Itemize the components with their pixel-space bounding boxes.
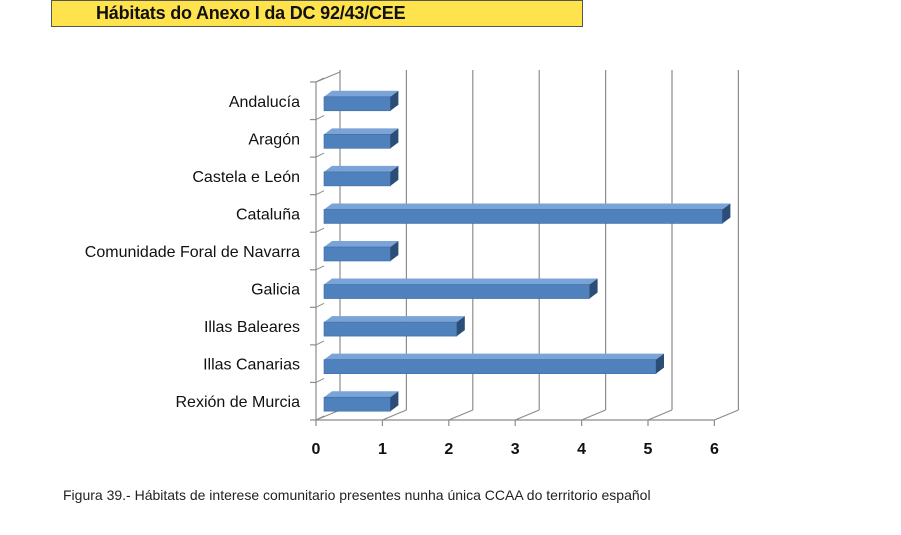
- x-tick-label: 0: [312, 441, 321, 458]
- bar-top-face: [324, 391, 399, 398]
- bar-side-face: [390, 128, 399, 149]
- y-tick-depth: [315, 190, 325, 196]
- category-label: Aragón: [248, 131, 300, 148]
- bar-side-face: [656, 353, 664, 374]
- y-tick-depth: [315, 152, 325, 158]
- category-label: Comunidade Foral de Navarra: [85, 244, 300, 261]
- y-tick-depth: [315, 265, 325, 271]
- bar: [323, 284, 590, 299]
- category-label: Illas Canarias: [203, 357, 300, 374]
- bar: [323, 171, 391, 187]
- bar-top-face: [324, 165, 399, 172]
- y-tick-depth: [315, 115, 325, 121]
- bar: [323, 134, 391, 149]
- bar-side-face: [390, 241, 399, 261]
- bar-side-face: [390, 90, 399, 111]
- chart-title-box: Hábitats do Anexo I da DC 92/43/CEE: [51, 0, 583, 27]
- bar-top-face: [324, 316, 465, 323]
- category-label: Rexión de Murcia: [176, 394, 301, 411]
- category-label: Galicia: [251, 282, 300, 299]
- bar-side-face: [456, 316, 465, 337]
- x-tick-label: 3: [511, 441, 520, 458]
- x-tick-label: 1: [378, 441, 387, 458]
- bar-side-face: [722, 203, 731, 224]
- figure-caption: Figura 39.- Hábitats de interese comunit…: [63, 487, 651, 503]
- floor-gridline: [647, 409, 673, 421]
- category-label: Castela e León: [192, 169, 300, 186]
- y-tick-depth: [315, 415, 325, 421]
- chart-title: Hábitats do Anexo I da DC 92/43/CEE: [96, 3, 406, 23]
- floor-gridline: [448, 409, 474, 421]
- x-tick-label: 4: [577, 441, 586, 458]
- floor-gridline: [714, 409, 739, 421]
- bar-top-face: [324, 241, 399, 247]
- bar: [323, 209, 723, 224]
- bar-top-face: [324, 203, 731, 210]
- x-tick-label: 5: [644, 441, 653, 458]
- y-tick-depth: [315, 77, 325, 83]
- bar-top-face: [324, 128, 399, 135]
- category-label: Cataluña: [236, 206, 300, 223]
- bar-side-face: [390, 391, 399, 412]
- bar: [323, 321, 458, 337]
- bar: [323, 359, 657, 374]
- bar-chart: Andalucía Aragón Castela e León Cataluña Com…: [85, 70, 740, 458]
- floor-gridline: [581, 409, 606, 421]
- floor-gridline: [514, 409, 540, 421]
- bar: [323, 96, 391, 112]
- category-label: Andalucía: [229, 94, 300, 111]
- bar: [323, 246, 391, 262]
- bar: [323, 396, 391, 412]
- bar-side-face: [589, 278, 598, 299]
- bar-top-face: [324, 353, 664, 360]
- bar-top-face: [324, 278, 598, 285]
- floor-gridline: [382, 409, 407, 421]
- y-tick-depth: [315, 227, 325, 233]
- x-tick-label: 6: [710, 441, 719, 458]
- y-tick-depth: [315, 340, 325, 346]
- bar-top-face: [324, 90, 399, 97]
- category-label: Illas Baleares: [204, 319, 300, 336]
- bar-side-face: [390, 165, 399, 186]
- y-tick-depth: [315, 377, 325, 383]
- y-tick-depth: [315, 302, 325, 308]
- x-tick-label: 2: [444, 441, 453, 458]
